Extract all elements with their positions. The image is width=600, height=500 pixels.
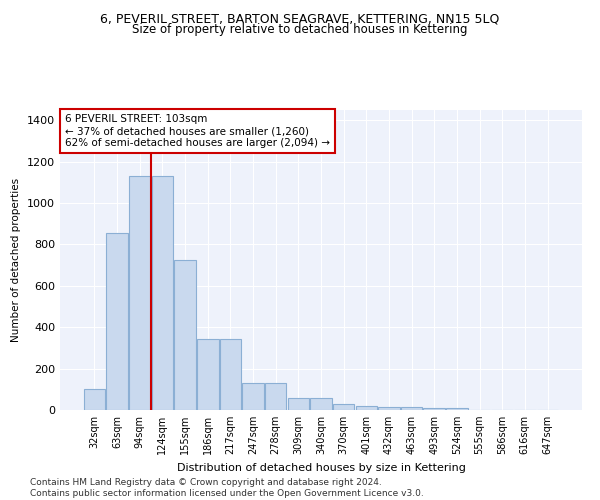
Bar [242,383,264,410]
Bar [175,260,196,410]
Text: 6 PEVERIL STREET: 103sqm
← 37% of detached houses are smaller (1,260)
62% of sem: 6 PEVERIL STREET: 103sqm ← 37% of detach… [65,114,330,148]
Bar [220,338,241,410]
Bar [424,408,445,410]
Text: Size of property relative to detached houses in Kettering: Size of property relative to detached ho… [132,22,468,36]
Bar [106,233,128,410]
Text: 6, PEVERIL STREET, BARTON SEAGRAVE, KETTERING, NN15 5LQ: 6, PEVERIL STREET, BARTON SEAGRAVE, KETT… [100,12,500,26]
Bar [287,398,309,410]
Bar [446,408,467,410]
Bar [152,176,173,410]
Bar [197,338,218,410]
Bar [401,407,422,410]
Bar [310,398,332,410]
Bar [333,404,355,410]
Y-axis label: Number of detached properties: Number of detached properties [11,178,22,342]
Bar [265,383,286,410]
Text: Contains HM Land Registry data © Crown copyright and database right 2024.
Contai: Contains HM Land Registry data © Crown c… [30,478,424,498]
Bar [84,390,105,410]
Bar [129,176,151,410]
Bar [378,407,400,410]
Bar [356,406,377,410]
X-axis label: Distribution of detached houses by size in Kettering: Distribution of detached houses by size … [176,462,466,472]
